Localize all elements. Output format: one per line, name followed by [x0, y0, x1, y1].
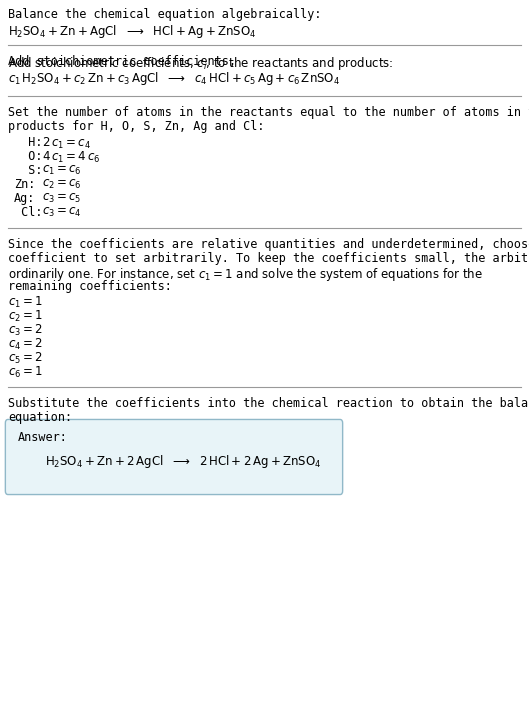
Text: $c_1\,\mathrm{H_2SO_4} + c_2\,\mathrm{Zn} + c_3\,\mathrm{AgCl}$  $\longrightarro: $c_1\,\mathrm{H_2SO_4} + c_2\,\mathrm{Zn… [8, 70, 340, 87]
Text: Ag:: Ag: [14, 192, 35, 205]
Text: equation:: equation: [8, 411, 72, 424]
Text: Set the number of atoms in the reactants equal to the number of atoms in the: Set the number of atoms in the reactants… [8, 106, 529, 119]
Text: $c_2 = 1$: $c_2 = 1$ [8, 309, 43, 324]
Text: $c_3 = c_5$: $c_3 = c_5$ [42, 192, 81, 205]
Text: $\mathrm{H_2SO_4 + Zn + AgCl}$  $\longrightarrow$  $\mathrm{HCl + Ag + ZnSO_4}$: $\mathrm{H_2SO_4 + Zn + AgCl}$ $\longrig… [8, 23, 257, 40]
Text: ordinarily one. For instance, set $c_1 = 1$ and solve the system of equations fo: ordinarily one. For instance, set $c_1 =… [8, 266, 483, 283]
Text: $c_2 = c_6$: $c_2 = c_6$ [42, 178, 81, 191]
FancyBboxPatch shape [5, 419, 343, 494]
Text: $c_3 = c_4$: $c_3 = c_4$ [42, 206, 81, 219]
Text: O:: O: [14, 150, 42, 163]
Text: $c_5 = 2$: $c_5 = 2$ [8, 351, 43, 366]
Text: $c_6 = 1$: $c_6 = 1$ [8, 365, 43, 380]
Text: $c_3 = 2$: $c_3 = 2$ [8, 323, 43, 338]
Text: $c_4 = 2$: $c_4 = 2$ [8, 337, 43, 352]
Text: products for H, O, S, Zn, Ag and Cl:: products for H, O, S, Zn, Ag and Cl: [8, 120, 264, 133]
Text: Zn:: Zn: [14, 178, 35, 191]
Text: remaining coefficients:: remaining coefficients: [8, 280, 172, 293]
Text: Since the coefficients are relative quantities and underdetermined, choose a: Since the coefficients are relative quan… [8, 238, 529, 251]
Text: $2\,c_1 = c_4$: $2\,c_1 = c_4$ [42, 136, 91, 151]
Text: $c_1 = 1$: $c_1 = 1$ [8, 295, 43, 310]
Text: Answer:: Answer: [18, 431, 68, 444]
Text: S:: S: [14, 164, 42, 177]
Text: $4\,c_1 = 4\,c_6$: $4\,c_1 = 4\,c_6$ [42, 150, 101, 165]
Text: coefficient to set arbitrarily. To keep the coefficients small, the arbitrary va: coefficient to set arbitrarily. To keep … [8, 252, 529, 265]
Text: $c_1 = c_6$: $c_1 = c_6$ [42, 164, 81, 177]
Text: Add stoichiometric coefficients, $c_i$, to the reactants and products:: Add stoichiometric coefficients, $c_i$, … [8, 55, 394, 72]
Text: H:: H: [14, 136, 42, 149]
Text: Cl:: Cl: [14, 206, 42, 219]
Text: $\mathrm{H_2SO_4 + Zn + 2\,AgCl}$  $\longrightarrow$  $\mathrm{2\,HCl + 2\,Ag + : $\mathrm{H_2SO_4 + Zn + 2\,AgCl}$ $\long… [45, 453, 322, 470]
Text: Add stoichiometric coefficients,: Add stoichiometric coefficients, [8, 55, 243, 68]
Text: Substitute the coefficients into the chemical reaction to obtain the balanced: Substitute the coefficients into the che… [8, 397, 529, 410]
Text: Balance the chemical equation algebraically:: Balance the chemical equation algebraica… [8, 8, 322, 21]
